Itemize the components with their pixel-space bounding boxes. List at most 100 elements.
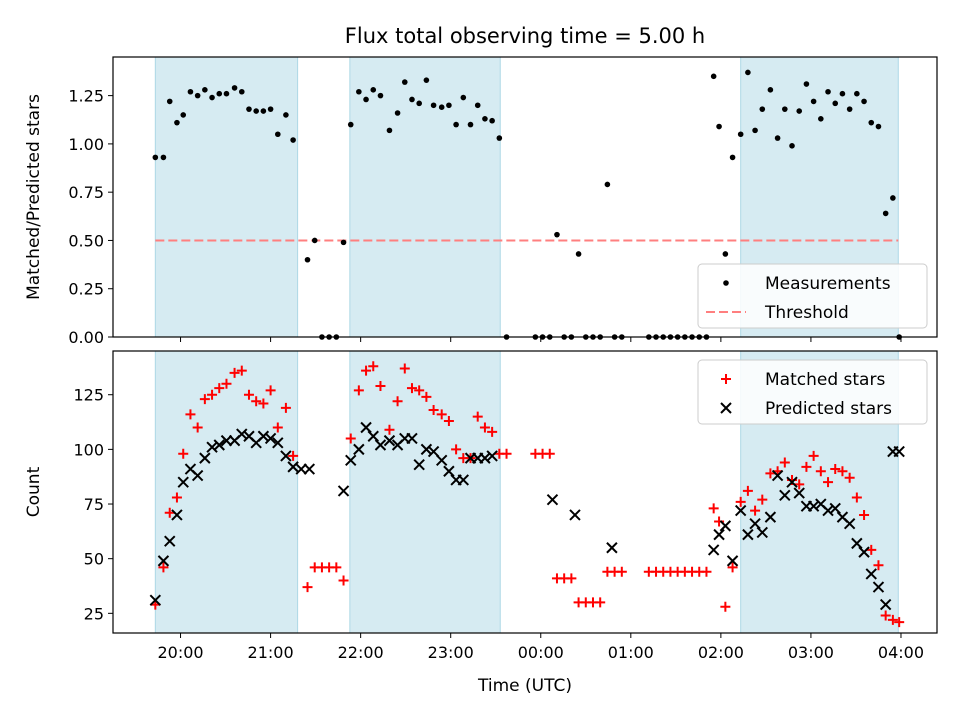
matched-star-point	[236, 365, 247, 376]
matched-star-point	[265, 385, 276, 396]
predicted-star-point	[546, 493, 559, 506]
legend-label: Measurements	[765, 274, 891, 294]
measurement-point	[238, 88, 245, 95]
measurement-point	[363, 96, 369, 103]
predicted-star-point	[149, 594, 162, 606]
measurement-point	[554, 231, 560, 238]
matched-star-point	[735, 496, 746, 507]
measurement-point	[868, 119, 875, 126]
matched-star-point	[164, 507, 175, 518]
predicted-star-point	[427, 445, 440, 458]
measurement-point	[231, 85, 238, 91]
y-tick-label: 0.00	[68, 328, 104, 347]
predicted-star-point	[872, 581, 885, 593]
predicted-star-point	[264, 432, 277, 445]
predicted-star-point	[164, 535, 176, 547]
measurement-point	[716, 123, 722, 130]
predicted-star-point	[413, 458, 425, 471]
y-tick-label: 1.00	[68, 135, 104, 154]
predicted-star-point	[879, 598, 892, 611]
chart-title: Flux total observing time = 5.00 h	[345, 24, 705, 48]
x-tick-label: 00:00	[518, 643, 564, 662]
predicted-star-point	[337, 485, 350, 497]
matched-star-point	[229, 367, 240, 378]
x-tick-label: 21:00	[248, 643, 294, 662]
predicted-star-point	[360, 421, 372, 434]
predicted-star-point	[171, 509, 183, 521]
matched-star-point	[178, 448, 189, 459]
predicted-star-point	[719, 520, 732, 532]
measurement-point	[283, 112, 289, 118]
measurement-point	[861, 98, 867, 105]
measurement-point	[216, 90, 223, 97]
measurement-point	[467, 121, 474, 128]
measurement-point	[152, 154, 159, 161]
matched-star-point	[727, 562, 738, 573]
measurement-point	[394, 110, 401, 116]
y-tick-label: 0.25	[68, 280, 104, 299]
predicted-star-point	[734, 504, 747, 517]
predicted-star-point	[749, 517, 761, 530]
predicted-star-point	[206, 441, 218, 453]
matched-star-point	[779, 457, 790, 468]
predicted-star-point	[569, 509, 581, 521]
matched-star-point	[280, 402, 291, 413]
matched-star-point	[428, 405, 439, 416]
measurement-point	[752, 127, 758, 134]
matched-star-point	[414, 385, 425, 396]
measurement-point	[496, 135, 503, 141]
panel-count: 25 50 75 100 125 20:00 21:00 22:00 23:00 00:00 01:…	[24, 350, 938, 662]
measurement-point	[446, 102, 452, 109]
measurement-point	[796, 108, 803, 114]
predicted-star-point	[822, 504, 834, 517]
predicted-star-point	[191, 469, 204, 482]
predicted-star-point	[829, 502, 841, 515]
y-tick-label: 75	[84, 495, 104, 514]
matched-star-point	[302, 582, 313, 593]
measurement-point	[187, 88, 194, 95]
measurement-point	[160, 154, 167, 161]
matched-star-point	[479, 422, 490, 433]
x-tick-label: 02:00	[698, 643, 744, 662]
predicted-star-point	[479, 452, 491, 464]
predicted-star-point	[756, 526, 769, 539]
matched-star-point	[837, 466, 848, 477]
matched-star-point	[880, 610, 891, 621]
predicted-star-point	[177, 476, 189, 488]
measurement-point	[209, 94, 215, 101]
legend-label: Threshold	[764, 303, 849, 323]
matched-star-point	[851, 492, 862, 503]
matched-star-point	[384, 424, 395, 435]
matched-star-point	[844, 472, 855, 483]
predicted-star-point	[893, 445, 905, 458]
matched-star-point	[288, 450, 299, 461]
measurement-point	[253, 108, 259, 114]
legend-label: Matched stars	[765, 370, 885, 390]
measurement-point	[482, 115, 488, 122]
matched-star-point	[714, 516, 725, 527]
measurement-point	[370, 87, 377, 93]
matched-star-point	[392, 396, 403, 407]
measurement-point	[810, 98, 817, 105]
y-tick-label: 0.50	[68, 231, 104, 250]
measurement-point	[839, 90, 846, 97]
predicted-star-point	[303, 463, 316, 475]
matched-star-point	[353, 385, 364, 396]
predicted-star-point	[843, 517, 856, 530]
matched-star-point	[501, 448, 512, 459]
measurement-point	[401, 79, 408, 85]
plot-frame	[112, 350, 938, 634]
measurement-point	[166, 98, 173, 105]
predicted-star-point	[443, 465, 455, 477]
predicted-star-point	[742, 528, 754, 541]
x-tick-label: 20:00	[157, 643, 203, 662]
legend-marker-matched	[721, 374, 731, 384]
matched-star-point	[808, 450, 819, 461]
measurement-point	[423, 77, 430, 83]
measurement-point	[246, 106, 252, 112]
observing-window-1	[154, 350, 299, 634]
predicted-star-point	[858, 546, 870, 558]
predicted-star-point	[771, 469, 784, 482]
